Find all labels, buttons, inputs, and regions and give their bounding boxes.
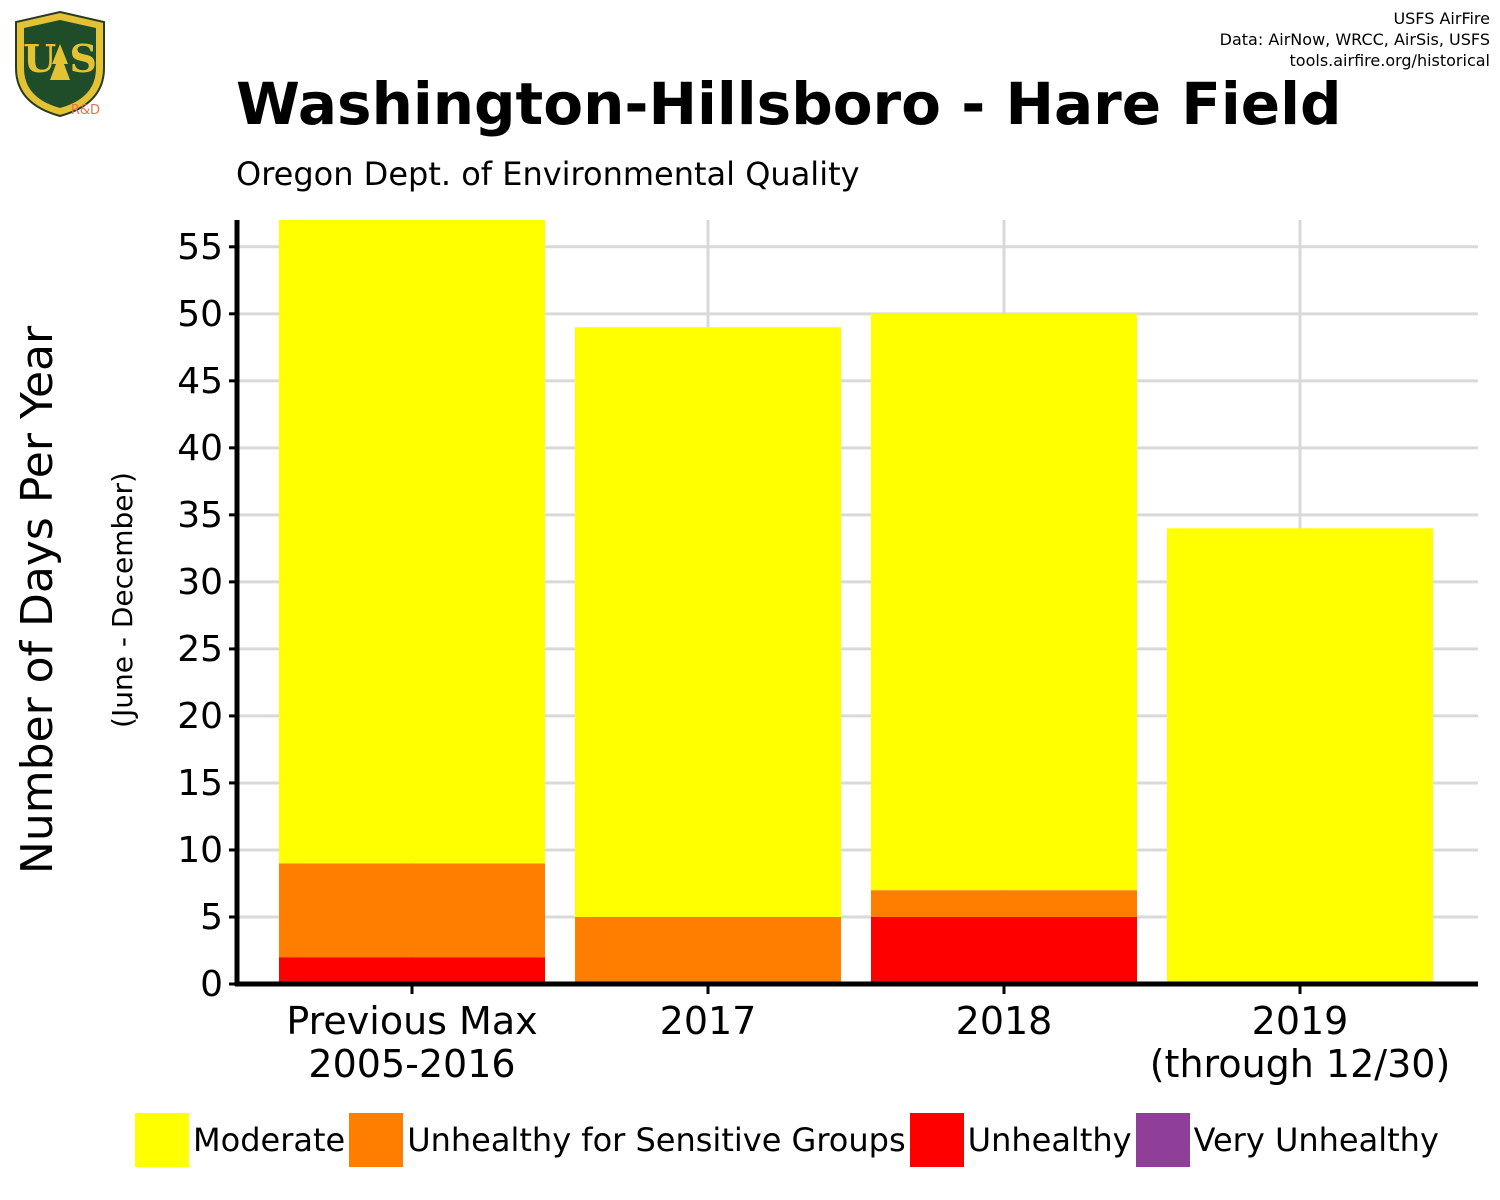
x-tick-label: 2005-2016 <box>308 1042 515 1086</box>
x-tick-label: 2017 <box>660 999 757 1043</box>
x-tick-label: Previous Max <box>286 999 537 1043</box>
bar-segment <box>871 313 1137 891</box>
forest-service-shield-logo: U S R&D <box>15 10 105 118</box>
y-tick-label: 15 <box>177 763 223 804</box>
y-tick-label: 55 <box>177 227 223 268</box>
legend-swatch <box>909 1113 964 1167</box>
y-tick-label: 0 <box>200 964 223 1005</box>
legend-swatch <box>135 1113 189 1167</box>
credits: USFS AirFire Data: AirNow, WRCC, AirSis,… <box>1220 8 1490 71</box>
legend-item-moderate: Moderate <box>135 1113 345 1167</box>
y-tick-label: 45 <box>177 361 223 402</box>
legend-item-usg: Unhealthy for Sensitive Groups <box>349 1113 906 1167</box>
y-tick-label: 30 <box>177 562 223 603</box>
x-tick-label: 2018 <box>956 999 1053 1043</box>
credit-line: tools.airfire.org/historical <box>1289 51 1490 70</box>
credit-line: Data: AirNow, WRCC, AirSis, USFS <box>1219 30 1490 49</box>
y-tick-label: 5 <box>200 897 223 938</box>
chart-subtitle: Oregon Dept. of Environmental Quality <box>236 155 860 193</box>
legend-label: Moderate <box>193 1121 346 1159</box>
bar-segment <box>871 916 1137 984</box>
legend-item-unhealthy: Unhealthy <box>909 1113 1132 1167</box>
legend-item-very-unhealthy: Very Unhealthy <box>1135 1113 1439 1167</box>
y-tick-label: 35 <box>177 495 223 536</box>
bar-segment <box>871 890 1137 917</box>
legend-label: Unhealthy for Sensitive Groups <box>407 1121 906 1159</box>
bars <box>279 220 1433 984</box>
y-axis-sublabel: (June - December) <box>106 472 139 728</box>
y-axis-label: Number of Days Per Year <box>12 325 63 874</box>
y-tick-labels: 0 5 10 15 20 25 30 35 40 45 50 55 <box>177 227 223 1005</box>
y-tick-label: 20 <box>177 696 223 737</box>
y-tick-label: 40 <box>177 428 223 469</box>
bar-segment <box>1167 528 1433 984</box>
legend-label: Very Unhealthy <box>1193 1121 1439 1159</box>
legend-swatch <box>1135 1113 1190 1167</box>
x-tick-label: 2019 <box>1252 999 1349 1043</box>
svg-text:R&D: R&D <box>71 103 100 118</box>
bar-segment <box>575 327 841 917</box>
y-tick-label: 10 <box>177 830 223 871</box>
x-tick-label: (through 12/30) <box>1150 1042 1451 1086</box>
y-tick-label: 25 <box>177 629 223 670</box>
chart-title: Washington-Hillsboro - Hare Field <box>236 70 1342 138</box>
bar-segment <box>279 957 545 984</box>
legend: Moderate Unhealthy for Sensitive Groups … <box>135 1112 1443 1168</box>
y-tick-label: 50 <box>177 294 223 335</box>
bar-segment <box>575 916 841 984</box>
legend-swatch <box>349 1113 404 1167</box>
legend-label: Unhealthy <box>967 1121 1132 1159</box>
credit-line: USFS AirFire <box>1393 9 1490 28</box>
bar-segment <box>279 220 545 864</box>
axes <box>229 220 1478 994</box>
bar-segment <box>279 863 545 958</box>
